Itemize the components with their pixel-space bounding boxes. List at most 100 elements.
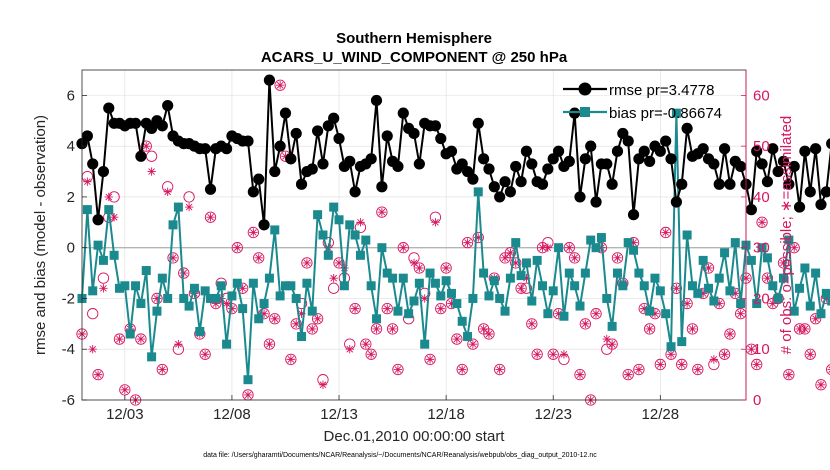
obs-possible-point: [633, 363, 645, 376]
bias-point: [302, 278, 312, 288]
bias-point: [147, 352, 157, 362]
obs-assimilated-point: [350, 304, 360, 313]
bias-point: [441, 276, 451, 286]
footer-data-file: data file: /Users/gharamti/Documents/NCA…: [203, 452, 597, 459]
bias-point: [425, 268, 435, 278]
obs-possible-point: [156, 363, 168, 376]
obs-assimilated-point: [634, 365, 644, 374]
obs-assimilated-point: [366, 350, 376, 359]
rmse-point: [654, 145, 666, 157]
obs-assimilated-point: [286, 355, 296, 364]
bias-point: [179, 293, 189, 303]
rmse-series: [76, 74, 830, 231]
obs-possible-point: [510, 257, 522, 269]
bias-point: [414, 278, 424, 288]
bias-point: [811, 268, 821, 278]
obs-possible-point: [756, 216, 768, 228]
obs-assimilated-point: [270, 314, 279, 323]
obs-assimilated-point: [806, 350, 815, 359]
obs-assimilated-point: [468, 339, 478, 349]
rmse-point: [328, 112, 340, 124]
obs-assimilated-point: [795, 324, 804, 334]
obs-assimilated-point: [436, 304, 445, 313]
obs-assimilated-point: [452, 334, 462, 344]
rmse-point: [585, 140, 597, 152]
rmse-point: [435, 132, 447, 145]
obs-assimilated-point: [731, 289, 740, 298]
bias-point: [409, 296, 419, 306]
chart-title: Southern Hemisphere: [336, 30, 492, 47]
obs-assimilated-point: [104, 192, 113, 202]
obs-assimilated-point: [549, 350, 558, 359]
bias-point: [173, 202, 183, 212]
obs-assimilated-point: [779, 258, 788, 268]
obs-possible-point: [151, 292, 163, 305]
bias-point: [591, 243, 601, 253]
x-axis-ticks: 12/03 12/08 12/13 12/18 12/23 12/28: [106, 395, 679, 423]
rmse-point: [644, 155, 656, 167]
bias-point: [505, 273, 515, 283]
bias-point: [114, 283, 124, 293]
obs-assimilated-point: [704, 263, 713, 273]
obs-possible-point: [263, 338, 276, 350]
bias-point: [82, 205, 92, 215]
rmse-point: [494, 191, 506, 203]
bias-point: [393, 306, 403, 316]
rmse-point: [670, 196, 682, 208]
rmse-point: [220, 143, 233, 155]
obs-possible-point: [461, 236, 474, 249]
obs-assimilated-point: [822, 294, 830, 303]
rmse-point: [783, 178, 795, 190]
rmse-point: [199, 143, 211, 155]
rmse-point: [129, 117, 142, 129]
obs-assimilated-point: [184, 202, 194, 212]
obs-possible-point: [290, 318, 302, 330]
rmse-point: [510, 160, 522, 173]
bias-point: [559, 311, 569, 321]
rmse-point: [295, 178, 308, 190]
obs-possible-point: [676, 358, 688, 371]
obs-possible-point: [113, 333, 126, 345]
obs-assimilated-point: [613, 253, 622, 263]
bias-point: [275, 291, 285, 301]
obs-assimilated-point: [222, 299, 231, 308]
rmse-point: [552, 145, 565, 157]
bias-point: [232, 278, 242, 288]
obs-assimilated-point: [302, 258, 312, 268]
bias-series: [77, 108, 830, 385]
rmse-point: [579, 153, 591, 165]
y-right-axis-ticks: 0 10 20 30 40 50 60: [741, 70, 770, 409]
obs-count-series: [76, 79, 830, 406]
rmse-point: [445, 145, 458, 157]
rmse-point: [638, 145, 650, 157]
bias-point: [495, 293, 505, 303]
bias-point: [564, 268, 574, 278]
bias-point: [768, 281, 778, 291]
rmse-point: [761, 176, 774, 188]
bias-point: [538, 281, 548, 291]
bias-point: [752, 299, 762, 309]
obs-possible-point: [670, 282, 683, 294]
obs-assimilated-point: [200, 350, 210, 359]
rmse-point: [97, 165, 110, 178]
rmse-point: [204, 183, 217, 195]
obs-possible-point: [483, 328, 495, 340]
bias-point: [372, 314, 382, 324]
obs-possible-point: [772, 292, 784, 305]
obs-possible-point: [686, 323, 699, 335]
bias-point: [382, 268, 392, 278]
bias-point: [463, 332, 473, 342]
bias-point: [800, 263, 810, 273]
bias-point: [157, 273, 167, 283]
bias-point: [339, 281, 349, 291]
rmse-point: [745, 204, 757, 216]
rmse-point: [247, 186, 259, 198]
obs-possible-point: [306, 323, 318, 335]
obs-assimilated-point: [265, 339, 274, 349]
obs-assimilated-point: [109, 213, 119, 222]
bias-point: [500, 306, 510, 316]
bias-point: [489, 276, 499, 286]
bias-point: [570, 281, 580, 291]
rmse-point: [777, 155, 790, 167]
obs-assimilated-point: [249, 228, 258, 237]
